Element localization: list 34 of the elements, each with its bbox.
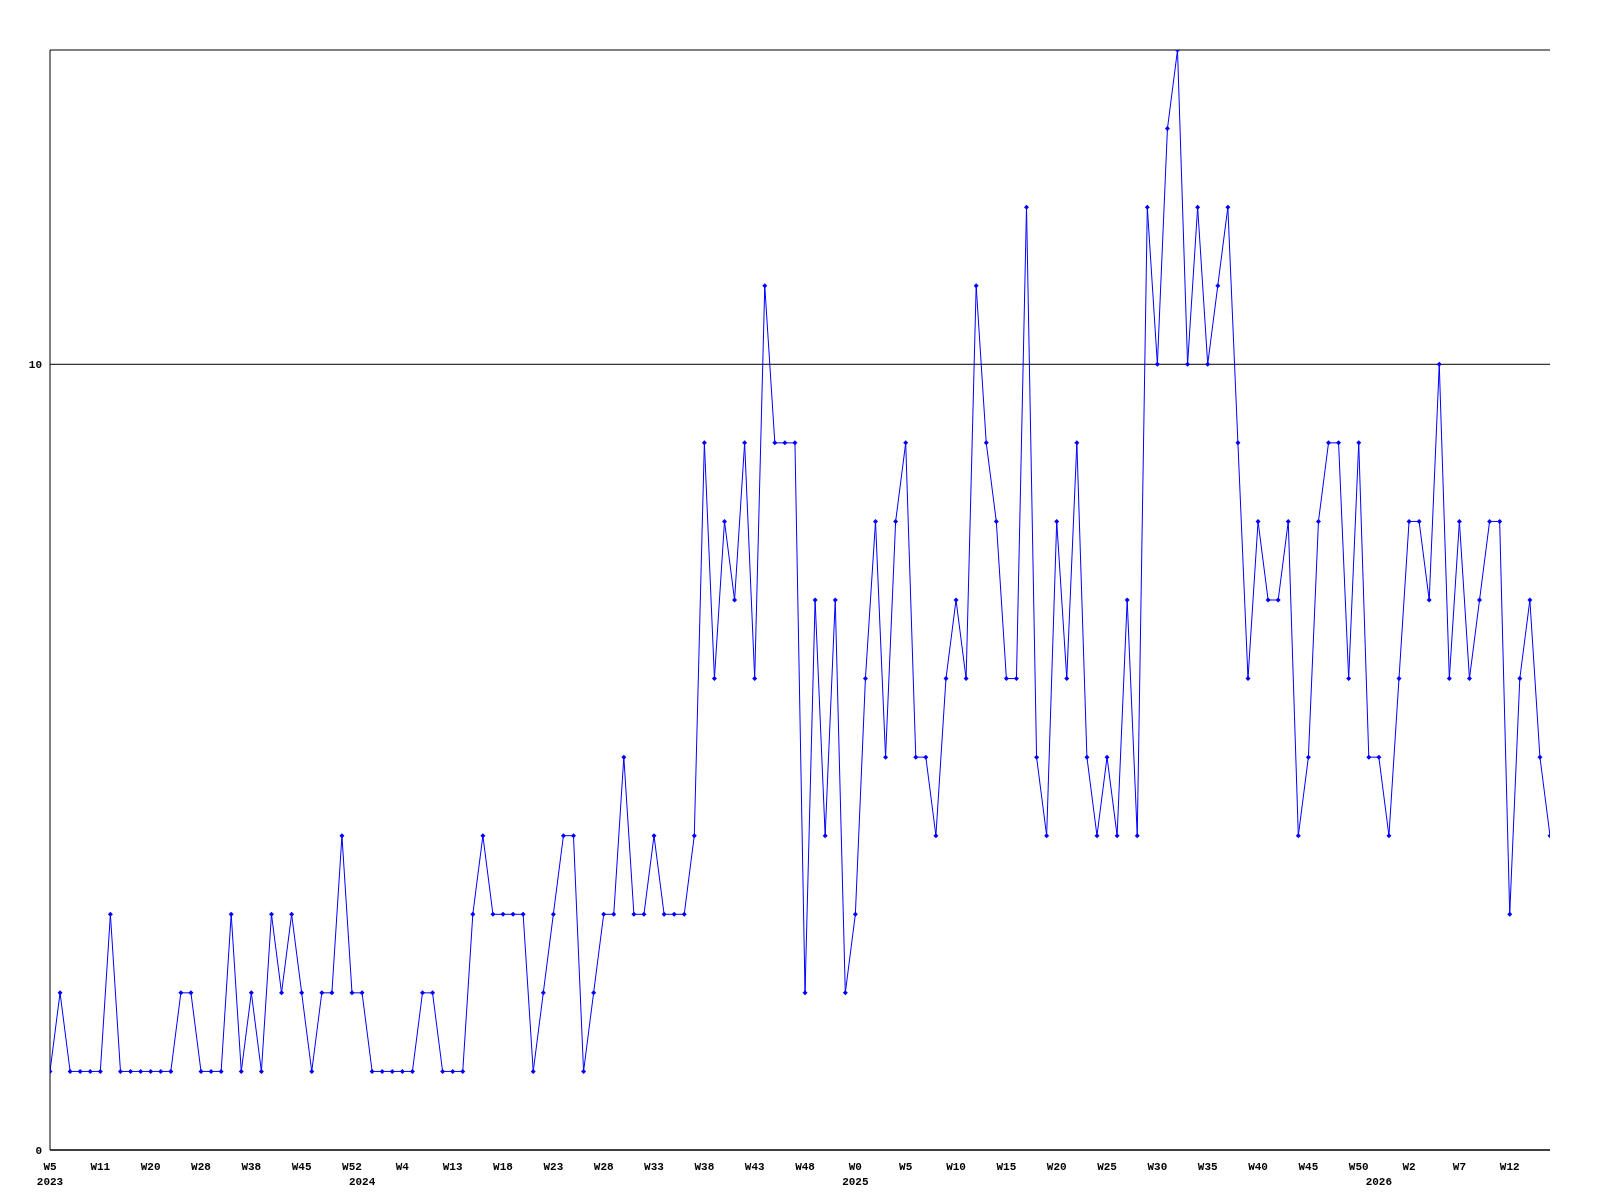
x-tick-label: W2 bbox=[1402, 1161, 1416, 1173]
x-tick-label: W35 bbox=[1197, 1161, 1219, 1173]
x-tick-label: 2026 bbox=[1365, 1176, 1393, 1188]
x-tick-label: W48 bbox=[795, 1161, 816, 1173]
x-tick-label: W20 bbox=[1046, 1161, 1067, 1173]
x-tick-label: W0 2025 bbox=[842, 1161, 869, 1188]
x-tick-label: W7 bbox=[1452, 1161, 1466, 1173]
x-tick-label: W45 bbox=[291, 1161, 312, 1173]
x-tick-label: W25 bbox=[1097, 1161, 1118, 1173]
x-tick-label: W40 bbox=[1248, 1161, 1268, 1173]
x-tick-label: W52 bbox=[342, 1161, 362, 1173]
x-tick-label: W43 bbox=[744, 1161, 765, 1173]
x-tick-label: W45 bbox=[1298, 1161, 1319, 1173]
x-tick-label: W11 bbox=[90, 1161, 111, 1173]
x-tick-label: W23 bbox=[543, 1161, 564, 1173]
x-tick-label: W12 bbox=[1499, 1161, 1520, 1173]
x-tick-label: W50 bbox=[1348, 1161, 1369, 1173]
x-tick-label: W10 bbox=[946, 1161, 966, 1173]
x-tick-label: W5 2023 bbox=[36, 1161, 64, 1188]
x-tick-label: W20 bbox=[140, 1161, 161, 1173]
y-tick-label: 0 bbox=[35, 1144, 42, 1157]
x-tick-label: W4 bbox=[395, 1161, 410, 1173]
x-tick-label: W38 bbox=[241, 1161, 262, 1173]
x-tick-label: W30 bbox=[1147, 1161, 1168, 1173]
x-tick-label: W28 bbox=[191, 1161, 212, 1173]
x-tick-label: W38 bbox=[694, 1161, 715, 1173]
x-tick-label: W28 bbox=[593, 1161, 614, 1173]
x-tick-label: W15 bbox=[996, 1161, 1017, 1173]
x-tick-label: W5 bbox=[899, 1161, 913, 1173]
y-tick-label: 10 bbox=[28, 359, 42, 372]
x-tick-label: W13 bbox=[442, 1161, 463, 1173]
x-tick-label: 2024 bbox=[348, 1176, 376, 1188]
x-tick-label: W18 bbox=[493, 1161, 514, 1173]
x-tick-label: W33 bbox=[644, 1161, 665, 1173]
